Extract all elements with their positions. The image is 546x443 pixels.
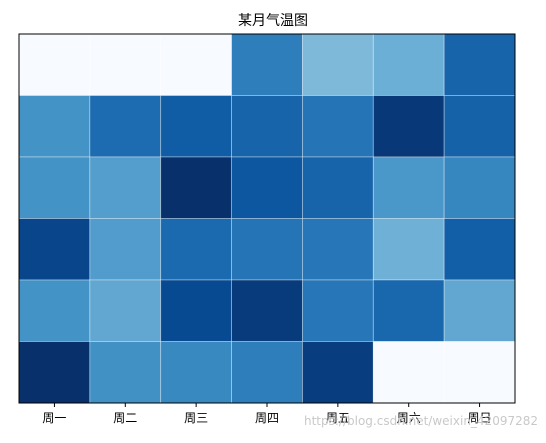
heatmap-cell-r5-c2 — [160, 341, 232, 404]
heatmap-cell-r4-c6 — [443, 279, 516, 342]
heatmap-cell-r3-c5 — [372, 218, 445, 281]
x-tick-label: 周二 — [113, 411, 137, 425]
heatmap-cells — [18, 33, 516, 404]
heatmap-cell-r4-c4 — [302, 279, 374, 342]
heatmap-cell-r5-c0 — [18, 341, 91, 404]
x-tick-label: 周五 — [326, 411, 350, 425]
heatmap-cell-r5-c5 — [372, 341, 445, 404]
heatmap-cell-r1-c4 — [302, 95, 374, 158]
heatmap-cell-r0-c0 — [18, 33, 91, 96]
heatmap-cell-r3-c6 — [443, 218, 516, 281]
heatmap-cell-r4-c0 — [18, 279, 91, 342]
heatmap-cell-r0-c1 — [89, 33, 162, 96]
heatmap-cell-r3-c4 — [302, 218, 374, 281]
heatmap-cell-r3-c0 — [18, 218, 91, 281]
heatmap-cell-r1-c0 — [18, 95, 91, 158]
heatmap-cell-r2-c6 — [443, 156, 516, 219]
heatmap-cell-r5-c1 — [89, 341, 162, 404]
x-tick-label: 周三 — [184, 411, 208, 425]
heatmap-cell-r3-c3 — [231, 218, 303, 281]
heatmap-cell-r2-c3 — [231, 156, 303, 219]
x-tick-label: 周一 — [42, 411, 66, 425]
heatmap-cell-r4-c3 — [231, 279, 303, 342]
heatmap-cell-r4-c1 — [89, 279, 162, 342]
heatmap-cell-r2-c1 — [89, 156, 162, 219]
heatmap-cell-r2-c2 — [160, 156, 232, 219]
heatmap-cell-r1-c5 — [372, 95, 445, 158]
heatmap-cell-r2-c5 — [372, 156, 445, 219]
chart-title: 某月气温图 — [238, 13, 308, 29]
heatmap-cell-r0-c6 — [443, 33, 516, 96]
watermark-text: https://blog.csdn.net/weixin_42097282 — [304, 414, 538, 428]
heatmap-cell-r5-c6 — [443, 341, 516, 404]
heatmap-cell-r2-c0 — [18, 156, 91, 219]
heatmap-cell-r3-c1 — [89, 218, 162, 281]
heatmap-cell-r3-c2 — [160, 218, 232, 281]
heatmap-cell-r5-c3 — [231, 341, 303, 404]
x-axis: 周一 周二 周三 周四 周五 周六 周日 — [42, 403, 492, 425]
heatmap-cell-r5-c4 — [302, 341, 374, 404]
heatmap-cell-r0-c3 — [231, 33, 303, 96]
heatmap-cell-r0-c2 — [160, 33, 232, 96]
heatmap-cell-r4-c2 — [160, 279, 232, 342]
heatmap-cell-r1-c1 — [89, 95, 162, 158]
heatmap-cell-r1-c2 — [160, 95, 232, 158]
x-tick-label: 周四 — [255, 411, 279, 425]
x-tick-label: 周日 — [468, 411, 492, 425]
heatmap-cell-r0-c4 — [302, 33, 374, 96]
heatmap-cell-r4-c5 — [372, 279, 445, 342]
heatmap-cell-r0-c5 — [372, 33, 445, 96]
x-tick-label: 周六 — [397, 411, 421, 425]
heatmap-cell-r1-c6 — [443, 95, 516, 158]
heatmap-cell-r2-c4 — [302, 156, 374, 219]
heatmap-cell-r1-c3 — [231, 95, 303, 158]
